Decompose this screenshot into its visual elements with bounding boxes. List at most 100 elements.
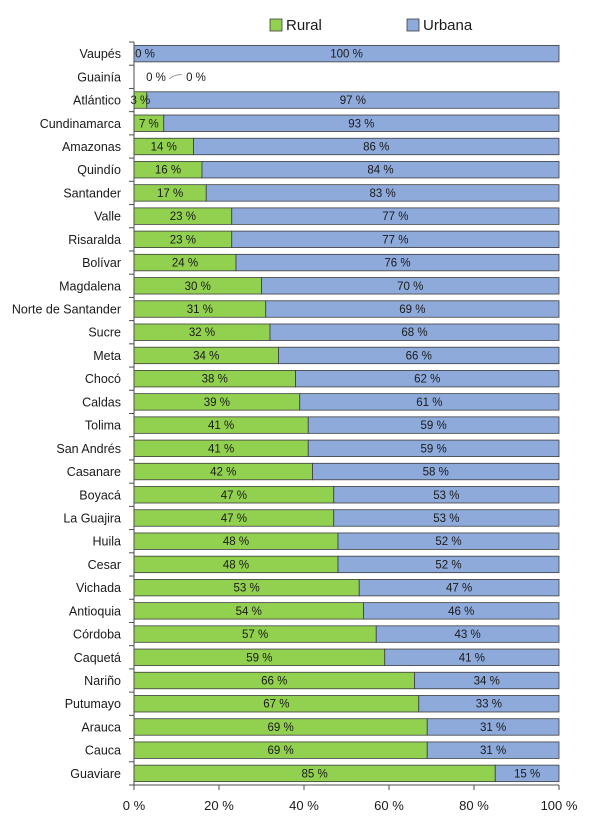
category-label: Guaviare bbox=[70, 767, 121, 781]
bar-urbana bbox=[333, 486, 560, 504]
data-label-rural: 38 % bbox=[202, 374, 228, 386]
category-label: Arauca bbox=[81, 720, 121, 734]
data-label-urbana: 93 % bbox=[348, 118, 374, 130]
category-label: Chocó bbox=[85, 372, 121, 386]
data-label-urbana: 52 % bbox=[435, 559, 461, 571]
data-label-urbana: 68 % bbox=[401, 327, 427, 339]
bar-urbana bbox=[312, 462, 560, 481]
bar-urbana bbox=[337, 532, 560, 550]
data-label-urbana: 86 % bbox=[363, 141, 389, 153]
bar-urbana bbox=[375, 625, 560, 643]
category-label: Meta bbox=[93, 349, 121, 363]
category-label: Casanare bbox=[67, 465, 121, 479]
data-label-urbana: 53 % bbox=[433, 490, 459, 502]
data-label-urbana: 52 % bbox=[435, 536, 461, 548]
data-label-rural: 0 % bbox=[146, 72, 166, 84]
bar-urbana bbox=[295, 370, 560, 388]
data-label-urbana: 46 % bbox=[448, 606, 474, 618]
category-label: Boyacá bbox=[79, 488, 121, 502]
category-label: Huila bbox=[93, 535, 122, 549]
category-label: Cauca bbox=[85, 744, 121, 758]
category-label: Santander bbox=[63, 186, 121, 200]
category-label: Bolívar bbox=[82, 256, 121, 270]
bar-urbana bbox=[426, 741, 560, 759]
data-label-rural: 48 % bbox=[223, 559, 249, 571]
data-label-rural: 23 % bbox=[170, 211, 196, 223]
bar-urbana bbox=[201, 161, 560, 179]
x-tick-label: 20 % bbox=[204, 798, 234, 813]
data-label-rural: 17 % bbox=[157, 188, 183, 200]
data-label-urbana: 47 % bbox=[446, 583, 472, 595]
bar-urbana bbox=[265, 300, 560, 318]
bar-urbana bbox=[333, 509, 560, 527]
bar-urbana bbox=[193, 137, 560, 156]
bar-urbana bbox=[414, 671, 560, 690]
data-label-rural: 41 % bbox=[208, 443, 234, 455]
bar-urbana bbox=[231, 230, 560, 249]
data-label-rural: 39 % bbox=[204, 397, 230, 409]
bar-urbana bbox=[261, 277, 560, 295]
category-label: Tolima bbox=[85, 419, 121, 433]
data-label-rural: 30 % bbox=[185, 281, 211, 293]
data-label-rural: 47 % bbox=[221, 513, 247, 525]
category-label: Cesar bbox=[88, 558, 121, 572]
data-label-rural: 32 % bbox=[189, 327, 215, 339]
data-label-urbana: 15 % bbox=[514, 768, 540, 780]
category-label: Putumayo bbox=[65, 697, 121, 711]
data-label-urbana: 84 % bbox=[367, 165, 393, 177]
legend-swatch-urbana bbox=[406, 18, 420, 32]
data-label-rural: 66 % bbox=[261, 676, 287, 688]
bar-urbana bbox=[418, 695, 560, 713]
bar-urbana bbox=[307, 439, 560, 457]
category-label: La Guajira bbox=[63, 511, 121, 525]
data-label-urbana: 33 % bbox=[476, 699, 502, 711]
leader-line bbox=[168, 74, 183, 80]
data-label-urbana: 59 % bbox=[421, 443, 447, 455]
data-label-urbana: 100 % bbox=[330, 49, 363, 61]
data-label-rural: 24 % bbox=[172, 258, 198, 270]
x-tick-label: 0 % bbox=[123, 798, 146, 813]
x-tick-label: 60 % bbox=[374, 798, 404, 813]
data-label-urbana: 43 % bbox=[455, 629, 481, 641]
category-label: Norte de Santander bbox=[12, 303, 121, 317]
category-label: Vichada bbox=[76, 581, 121, 595]
bar-urbana bbox=[426, 718, 560, 736]
category-label: Caldas bbox=[82, 395, 121, 409]
data-label-rural: 23 % bbox=[170, 234, 196, 246]
data-label-rural: 0 % bbox=[135, 49, 155, 61]
category-label: Sucre bbox=[88, 326, 121, 340]
bar-urbana bbox=[307, 416, 560, 434]
bar-urbana bbox=[269, 323, 560, 341]
bar-urbana bbox=[384, 648, 560, 666]
legend-swatch-rural bbox=[269, 18, 283, 32]
data-label-rural: 34 % bbox=[193, 350, 219, 362]
data-label-urbana: 59 % bbox=[421, 420, 447, 432]
category-label: Valle bbox=[94, 210, 121, 224]
data-label-rural: 31 % bbox=[187, 304, 213, 316]
data-label-rural: 16 % bbox=[155, 165, 181, 177]
bar-urbana bbox=[205, 184, 560, 202]
category-label: Nariño bbox=[84, 674, 121, 688]
x-tick-label: 80 % bbox=[459, 798, 489, 813]
data-label-urbana: 83 % bbox=[370, 188, 396, 200]
legend-label-rural: Rural bbox=[286, 17, 322, 34]
category-label: Vaupés bbox=[80, 47, 121, 61]
data-label-urbana: 41 % bbox=[459, 652, 485, 664]
category-label: Magdalena bbox=[59, 279, 121, 293]
data-label-rural: 69 % bbox=[268, 745, 294, 757]
category-label: Cundinamarca bbox=[40, 117, 121, 131]
data-label-urbana: 77 % bbox=[382, 211, 408, 223]
data-label-urbana: 69 % bbox=[399, 304, 425, 316]
data-label-rural: 41 % bbox=[208, 420, 234, 432]
bar-urbana bbox=[163, 114, 560, 132]
category-label: Caquetá bbox=[74, 651, 121, 665]
category-label: Amazonas bbox=[62, 140, 121, 154]
data-label-urbana: 53 % bbox=[433, 513, 459, 525]
data-label-urbana: 0 % bbox=[186, 72, 206, 84]
data-label-urbana: 77 % bbox=[382, 234, 408, 246]
data-label-urbana: 31 % bbox=[480, 745, 506, 757]
data-label-rural: 48 % bbox=[223, 536, 249, 548]
data-label-rural: 57 % bbox=[242, 629, 268, 641]
category-label: Risaralda bbox=[68, 233, 121, 247]
data-label-rural: 3 % bbox=[130, 95, 150, 107]
